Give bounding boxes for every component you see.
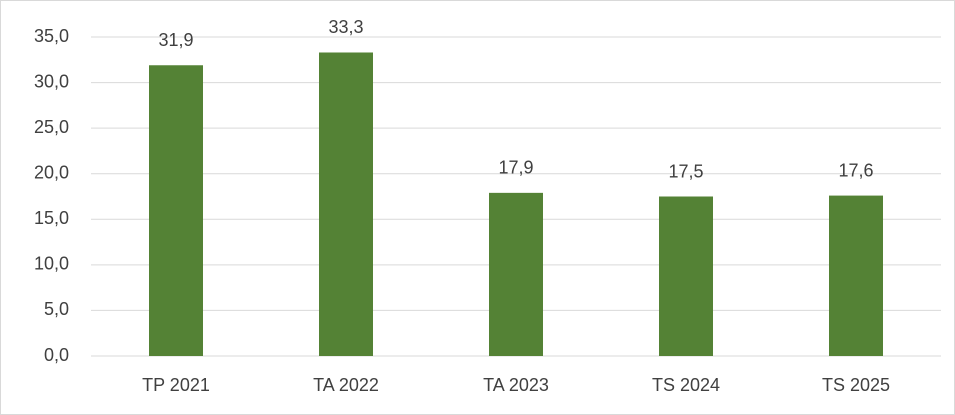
bar [489, 192, 543, 356]
data-label: 17,6 [838, 160, 873, 180]
data-label: 31,9 [158, 30, 193, 50]
bar [659, 196, 713, 356]
y-tick-label: 5,0 [44, 299, 69, 319]
x-tick-label: TP 2021 [142, 375, 210, 395]
data-label: 33,3 [328, 17, 363, 37]
data-label: 17,5 [668, 161, 703, 181]
data-label: 17,9 [498, 158, 533, 178]
bar [319, 52, 373, 356]
x-tick-label: TA 2022 [313, 375, 379, 395]
y-tick-label: 0,0 [44, 345, 69, 365]
y-tick-label: 15,0 [34, 208, 69, 228]
x-tick-label: TS 2024 [652, 375, 720, 395]
bar [829, 195, 883, 356]
y-tick-label: 10,0 [34, 254, 69, 274]
y-tick-label: 20,0 [34, 162, 69, 182]
x-tick-label: TA 2023 [483, 375, 549, 395]
y-tick-label: 35,0 [34, 26, 69, 46]
y-tick-label: 25,0 [34, 117, 69, 137]
x-tick-label: TS 2025 [822, 375, 890, 395]
bar [149, 65, 203, 357]
y-tick-label: 30,0 [34, 71, 69, 91]
